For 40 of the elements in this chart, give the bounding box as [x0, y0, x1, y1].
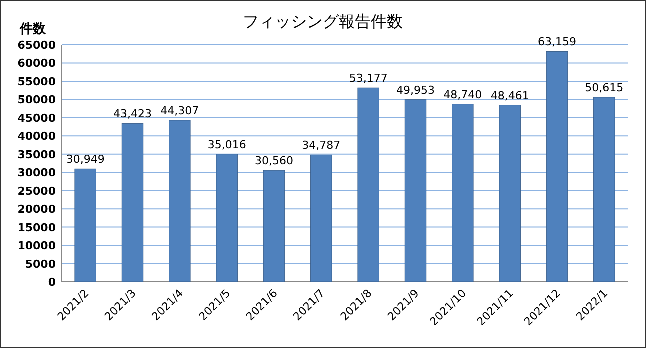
- data-label: 49,953: [396, 84, 435, 97]
- data-label: 53,177: [349, 72, 388, 86]
- bar: [310, 154, 332, 282]
- bar: [216, 154, 238, 282]
- y-tick-label: 60000: [18, 57, 56, 70]
- data-label: 44,307: [160, 104, 200, 118]
- data-label: 35,016: [208, 138, 246, 152]
- y-tick-label: 45000: [18, 112, 56, 125]
- y-tick-label: 20000: [18, 203, 56, 216]
- y-axis-title: 件数: [19, 22, 47, 37]
- y-tick-label: 5000: [25, 258, 56, 271]
- y-tick-label: 40000: [18, 130, 56, 144]
- bar: [263, 170, 286, 282]
- data-label: 63,159: [538, 36, 576, 49]
- data-label: 48,461: [490, 89, 530, 102]
- bar: [499, 105, 521, 282]
- y-tick-label: 15000: [18, 221, 56, 234]
- y-tick-label: 35000: [18, 148, 56, 162]
- y-tick-label: 30000: [18, 166, 56, 180]
- data-label: 30,560: [255, 154, 294, 168]
- y-tick-label: 0: [48, 276, 56, 289]
- data-label: 34,787: [302, 139, 341, 152]
- bar: [546, 51, 568, 282]
- bar: [358, 88, 380, 282]
- bar: [122, 123, 144, 282]
- y-tick-label: 50000: [18, 94, 56, 107]
- y-tick-label: 25000: [18, 184, 56, 198]
- data-label: 43,423: [114, 108, 152, 121]
- y-tick-label: 55000: [18, 75, 56, 88]
- bar: [452, 104, 474, 282]
- bar: [404, 100, 427, 282]
- bar: [594, 97, 616, 282]
- data-label: 48,740: [444, 88, 482, 102]
- y-tick-label: 10000: [18, 240, 56, 253]
- data-label: 30,949: [66, 153, 105, 166]
- bar: [169, 120, 191, 282]
- chart-title: フィッシング報告件数: [243, 12, 403, 31]
- data-label: 50,615: [585, 81, 624, 94]
- y-tick-label: 65000: [18, 39, 56, 52]
- bar: [74, 168, 96, 282]
